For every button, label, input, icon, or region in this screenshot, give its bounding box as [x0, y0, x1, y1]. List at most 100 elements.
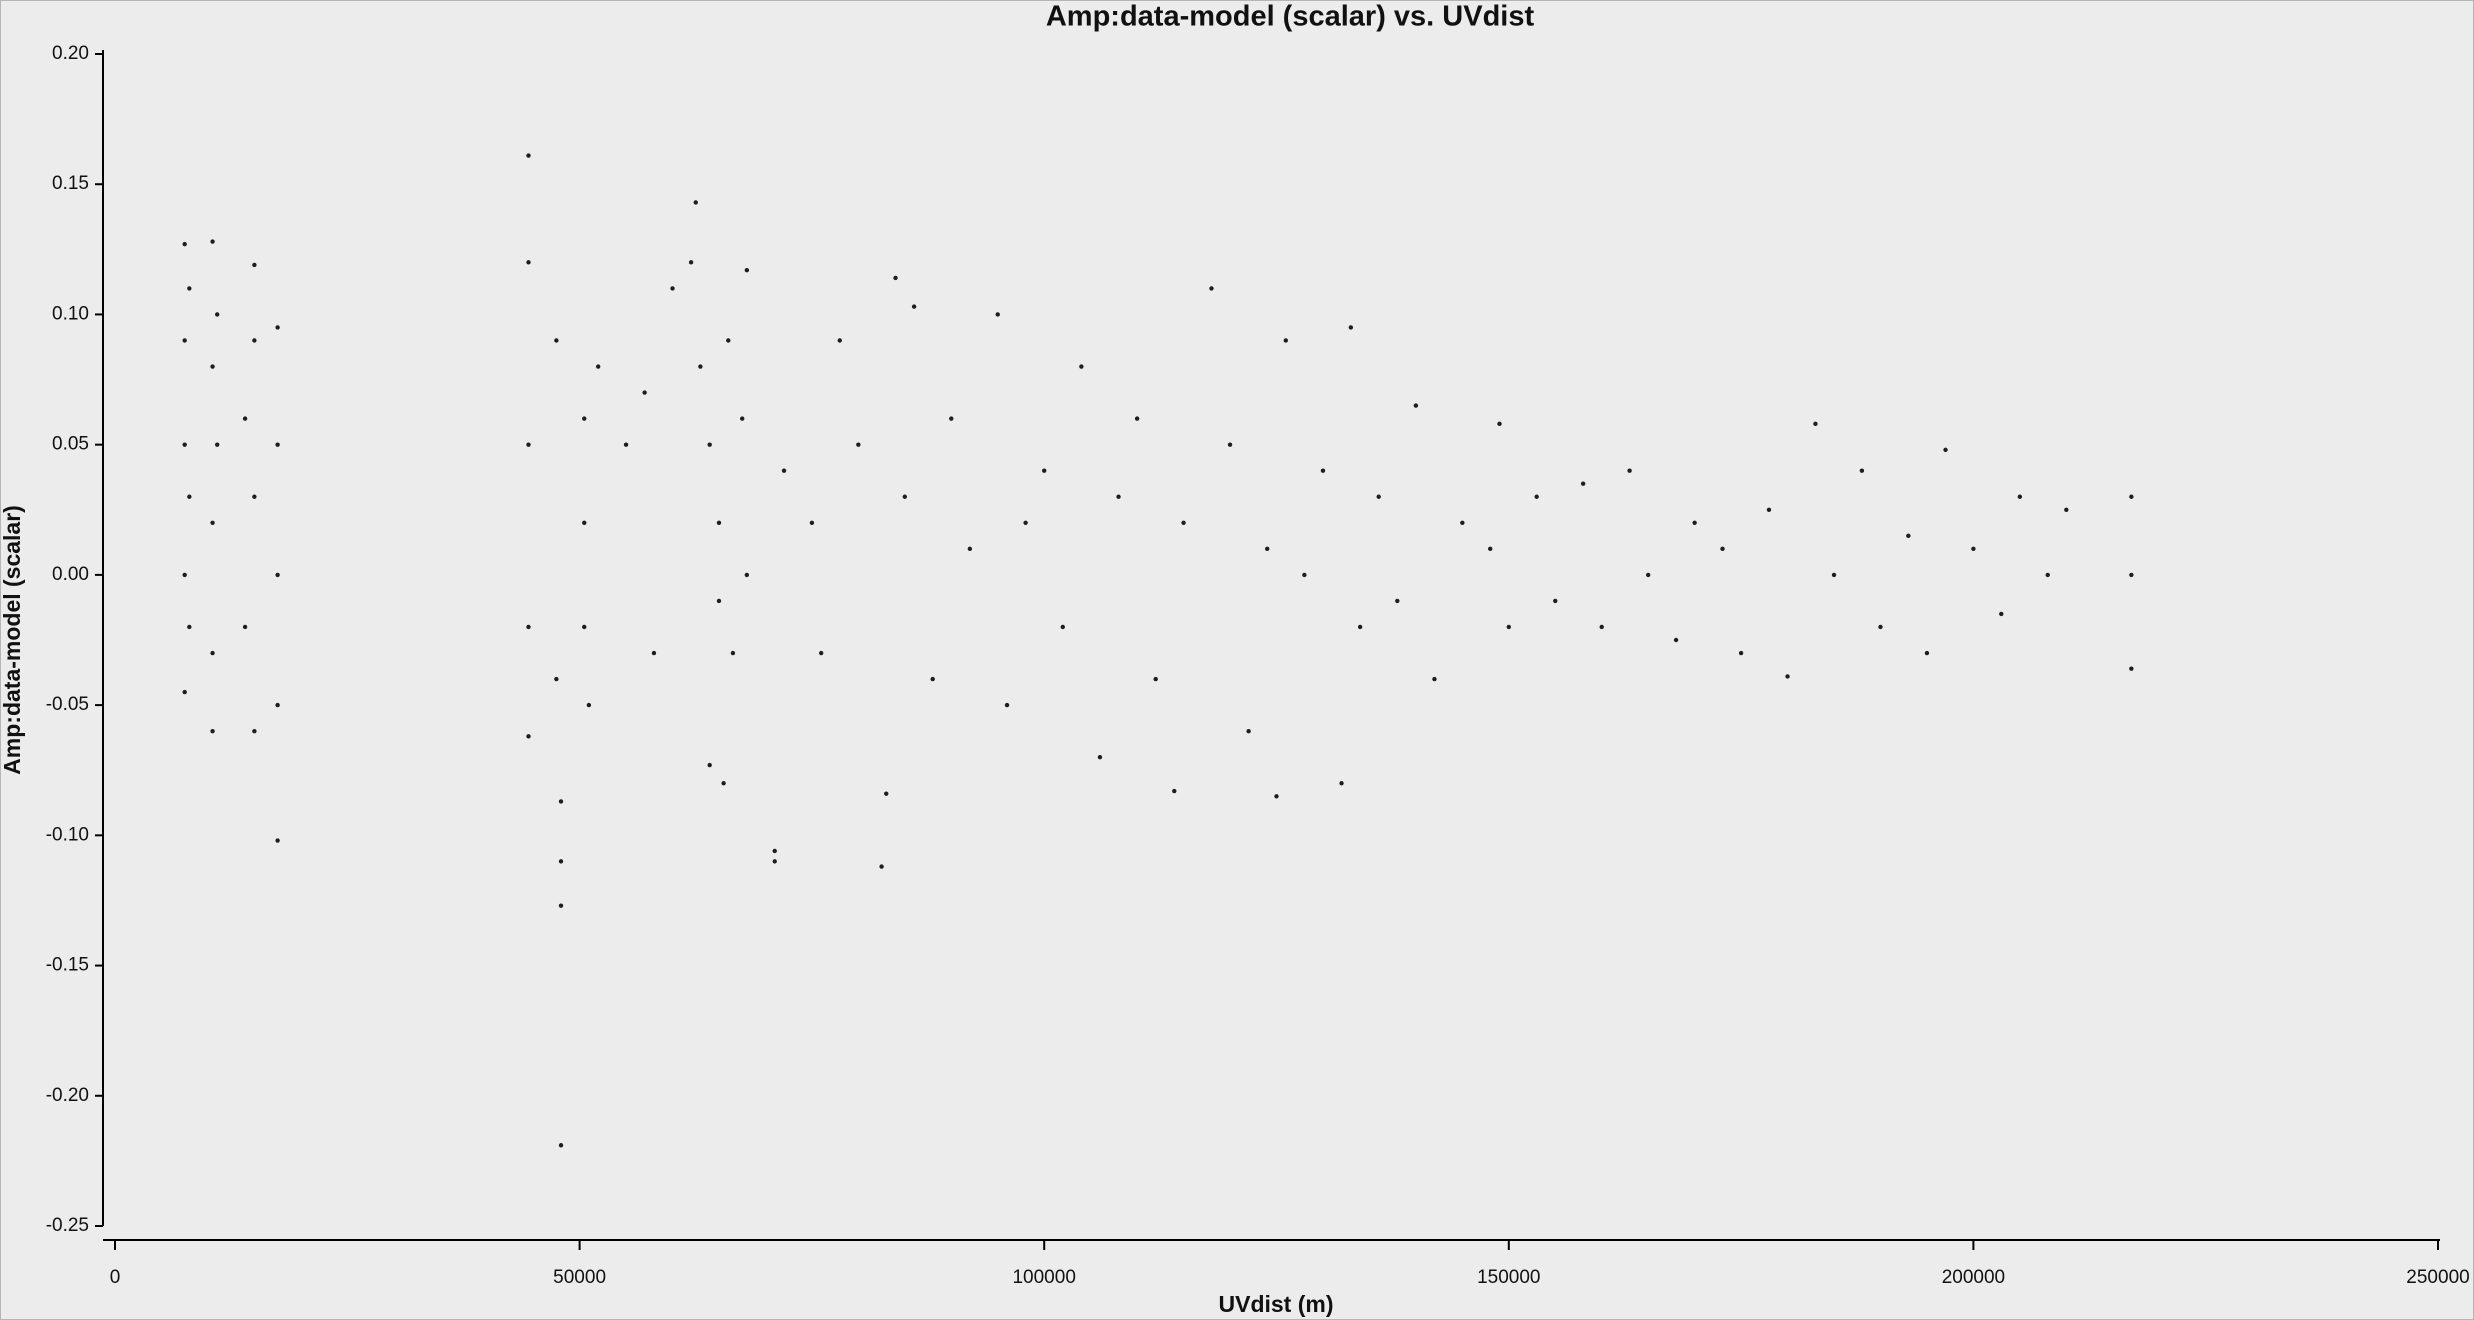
y-tick-label: -0.20	[46, 1085, 89, 1106]
point	[1878, 624, 1883, 630]
point	[1097, 755, 1103, 760]
point	[651, 650, 657, 656]
point	[1488, 546, 1493, 552]
point	[688, 260, 694, 265]
point	[187, 624, 192, 630]
y-tick-label: -0.05	[46, 694, 89, 715]
point	[1181, 520, 1186, 525]
point	[837, 338, 842, 343]
point	[252, 338, 257, 343]
point	[1497, 421, 1502, 427]
point	[1692, 520, 1697, 525]
point	[187, 494, 192, 499]
point	[721, 781, 726, 786]
point	[1246, 728, 1251, 734]
point	[1153, 676, 1158, 682]
point	[554, 676, 559, 682]
point	[1599, 624, 1604, 630]
y-tick-label: 0.05	[52, 434, 89, 455]
point	[2017, 494, 2023, 499]
point	[275, 442, 280, 447]
point	[252, 262, 257, 268]
y-tick-label: -0.15	[46, 955, 89, 976]
point	[1376, 494, 1381, 499]
y-tick-label: 0.20	[52, 43, 89, 64]
x-tick-label: 50000	[553, 1267, 606, 1288]
point	[1720, 546, 1725, 552]
point	[949, 416, 954, 421]
point	[744, 572, 750, 578]
point	[2129, 494, 2134, 499]
point	[818, 650, 824, 656]
point	[1831, 572, 1837, 578]
point	[1673, 637, 1679, 643]
point	[893, 275, 898, 281]
point	[215, 312, 220, 317]
y-tick-label: -0.10	[46, 824, 89, 845]
point	[210, 239, 215, 244]
point	[210, 364, 215, 369]
point	[1943, 447, 1948, 453]
point	[716, 520, 722, 525]
point	[1971, 546, 1976, 552]
point	[526, 624, 531, 630]
point	[1906, 533, 1911, 539]
point	[995, 312, 1000, 317]
point	[210, 650, 215, 656]
point	[182, 442, 187, 447]
point	[707, 762, 712, 768]
point	[182, 241, 187, 247]
point	[1060, 624, 1065, 630]
point	[182, 572, 187, 578]
point	[707, 442, 712, 447]
point	[1302, 572, 1307, 578]
point	[582, 624, 587, 630]
point	[1209, 286, 1214, 291]
point	[1348, 325, 1354, 330]
point	[526, 442, 531, 447]
point	[558, 799, 564, 804]
x-tick-label: 0	[110, 1267, 121, 1288]
point	[1813, 421, 1818, 427]
point	[642, 390, 647, 395]
point	[2045, 572, 2050, 578]
point	[558, 1143, 564, 1148]
point	[693, 200, 698, 205]
point	[1004, 702, 1010, 708]
point	[2129, 666, 2134, 671]
point	[526, 734, 531, 739]
point	[1116, 494, 1121, 499]
point	[1265, 546, 1270, 552]
point	[726, 338, 731, 343]
y-tick-label: -0.25	[46, 1215, 89, 1236]
point	[856, 442, 861, 447]
point	[744, 267, 750, 273]
point	[1460, 520, 1465, 525]
point	[1357, 624, 1363, 630]
point	[1766, 507, 1772, 512]
point	[252, 494, 257, 499]
point	[1395, 598, 1400, 604]
point	[1227, 442, 1233, 447]
point	[1283, 338, 1288, 343]
point	[772, 859, 777, 864]
point	[1079, 364, 1084, 369]
point	[526, 260, 531, 265]
point	[558, 859, 564, 864]
x-tick-label: 100000	[1012, 1267, 1075, 1288]
y-tick-label: 0.00	[52, 564, 89, 585]
x-tick-label: 200000	[1942, 1267, 2005, 1288]
point	[215, 442, 220, 447]
x-axis-label: UVdist (m)	[1219, 1291, 1334, 1317]
point	[623, 442, 629, 447]
x-tick-label: 150000	[1477, 1267, 1540, 1288]
point	[967, 546, 973, 552]
point	[586, 702, 592, 708]
point	[1413, 403, 1419, 408]
point	[242, 416, 248, 421]
point	[884, 791, 889, 796]
point	[730, 650, 736, 656]
point	[2064, 507, 2069, 512]
